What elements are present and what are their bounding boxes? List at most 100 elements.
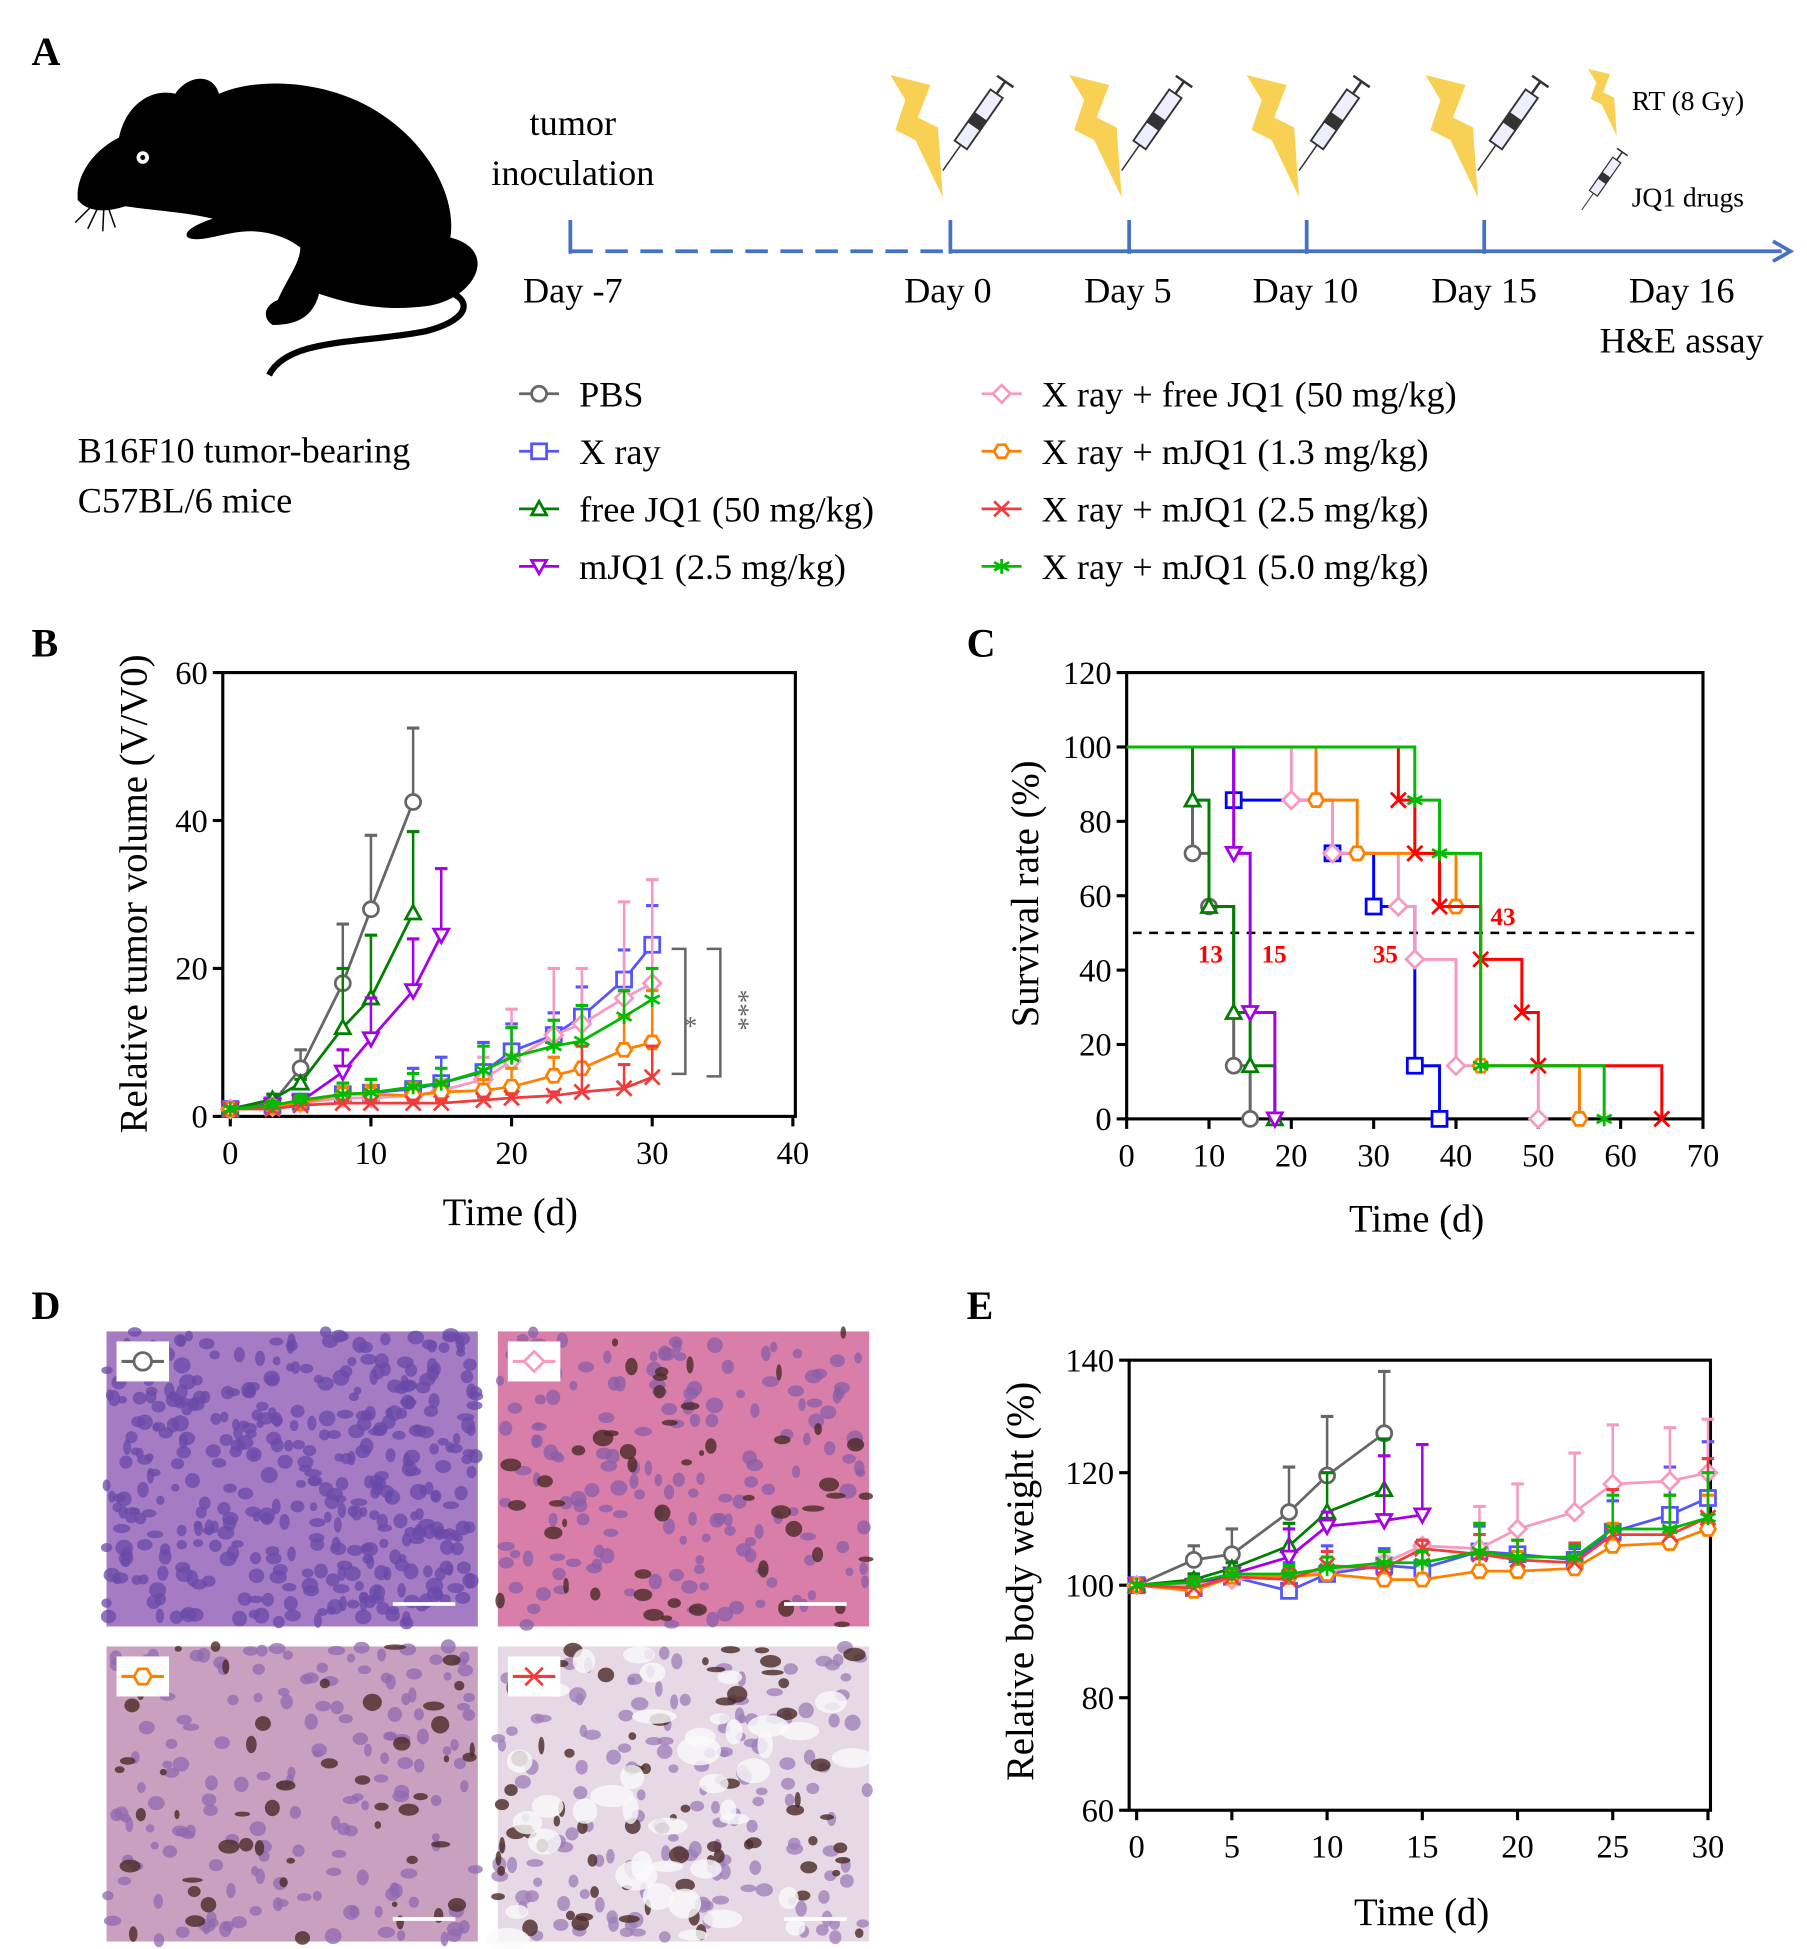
median-label: 13 <box>1198 942 1223 969</box>
cell-nucleus <box>743 1738 761 1748</box>
cell-nucleus <box>363 1743 372 1757</box>
cell-nucleus <box>450 1739 459 1751</box>
cell-nucleus <box>806 1782 820 1794</box>
cell-nucleus <box>219 1551 237 1567</box>
cell-nucleus <box>283 1596 298 1611</box>
cell-nucleus <box>209 1350 220 1360</box>
arrow-head-icon <box>1772 239 1795 263</box>
cell-nucleus <box>136 1539 153 1551</box>
y-tick-label: 120 <box>1065 1456 1114 1492</box>
pigment-deposit <box>825 1492 846 1499</box>
cell-nucleus <box>231 1418 240 1431</box>
cell-nucleus <box>108 1390 121 1407</box>
cell-nucleus <box>377 1524 393 1532</box>
censor-point <box>1430 1110 1449 1128</box>
y-tick-label: 60 <box>1079 879 1112 915</box>
pigment-deposit <box>462 1752 477 1762</box>
cell-nucleus <box>525 1890 539 1903</box>
cell-nucleus <box>295 1479 307 1488</box>
pigment-deposit <box>846 1438 865 1452</box>
cell-nucleus <box>266 1431 282 1446</box>
cell-nucleus <box>659 1931 671 1943</box>
cell-nucleus <box>595 1447 612 1460</box>
cell-nucleus <box>326 1867 342 1877</box>
cell-nucleus <box>461 1454 473 1465</box>
cell-nucleus <box>398 1554 407 1563</box>
cell-nucleus <box>754 1524 764 1539</box>
cell-nucleus <box>290 1404 305 1418</box>
legend-label: X ray + mJQ1 (5.0 mg/kg) <box>1042 547 1429 587</box>
cell-nucleus <box>798 1398 806 1412</box>
cell-nucleus <box>766 1688 783 1697</box>
cell-nucleus <box>750 1403 760 1418</box>
pigment-deposit <box>200 1896 217 1913</box>
cell-nucleus <box>344 1825 358 1837</box>
cell-nucleus <box>718 1863 731 1880</box>
cell-nucleus <box>655 1681 663 1697</box>
cell-nucleus <box>276 1899 289 1907</box>
cell-nucleus <box>256 1644 268 1657</box>
x-tick-label: 40 <box>1440 1138 1473 1174</box>
cell-nucleus <box>205 1444 221 1458</box>
cell-nucleus <box>357 1665 372 1675</box>
cell-nucleus <box>169 1610 183 1624</box>
cell-nucleus <box>286 1342 295 1354</box>
legend-item: free JQ1 (50 mg/kg) <box>519 489 874 529</box>
cell-nucleus <box>153 1933 165 1948</box>
cell-nucleus <box>686 1380 703 1397</box>
triangle-up-marker-icon <box>529 498 549 517</box>
cell-nucleus <box>297 1455 314 1469</box>
censor-point <box>1431 898 1448 915</box>
necrotic-space <box>623 1646 656 1664</box>
cell-nucleus <box>429 1654 443 1665</box>
cell-nucleus <box>413 1708 424 1721</box>
censor-point <box>1224 1056 1243 1075</box>
cell-nucleus <box>198 1496 211 1510</box>
cell-nucleus <box>661 1402 678 1415</box>
cell-nucleus <box>779 1757 796 1770</box>
cell-nucleus <box>171 1825 189 1837</box>
pigment-deposit <box>611 1338 619 1347</box>
pigment-deposit <box>538 1736 545 1755</box>
cell-nucleus <box>467 1864 483 1874</box>
cell-nucleus <box>661 1845 671 1862</box>
cell-nucleus <box>380 1752 389 1765</box>
cell-nucleus <box>241 1422 257 1434</box>
cell-nucleus <box>321 1335 339 1348</box>
cell-nucleus <box>834 1386 845 1400</box>
pigment-deposit <box>628 1732 637 1741</box>
y-tick-label: 140 <box>1065 1343 1114 1379</box>
cell-nucleus <box>424 1481 434 1495</box>
e-xlabel: Time (d) <box>1354 1891 1489 1934</box>
pigment-deposit <box>119 1859 141 1873</box>
cell-nucleus <box>654 1473 663 1487</box>
cell-nucleus <box>334 1494 347 1503</box>
cell-nucleus <box>304 1713 318 1730</box>
cell-nucleus <box>437 1437 449 1446</box>
cell-nucleus <box>549 1451 563 1460</box>
pigment-deposit <box>362 1693 382 1711</box>
cell-nucleus <box>176 1335 187 1347</box>
panel-label-b: B <box>32 620 59 665</box>
key-jq1-label: JQ1 drugs <box>1632 181 1744 212</box>
cell-nucleus <box>845 1567 854 1577</box>
cell-nucleus <box>373 1421 388 1436</box>
cell-nucleus <box>627 1673 643 1685</box>
pigment-deposit <box>597 1667 615 1683</box>
cell-nucleus <box>746 1819 758 1833</box>
pigment-deposit <box>275 1780 296 1791</box>
cell-nucleus <box>507 1402 523 1414</box>
necrotic-space <box>639 1662 666 1683</box>
cell-nucleus <box>430 1794 442 1807</box>
pigment-deposit <box>640 1763 651 1775</box>
cell-nucleus <box>453 1758 466 1770</box>
censor-point <box>1406 792 1423 808</box>
cell-nucleus <box>734 1707 745 1724</box>
pigment-deposit <box>500 1458 522 1472</box>
cell-nucleus <box>136 1782 146 1794</box>
assay-label: H&E assay <box>1600 321 1764 361</box>
cell-nucleus <box>396 1930 406 1942</box>
cell-nucleus <box>755 1599 766 1608</box>
pigment-deposit <box>159 1768 167 1776</box>
pigment-deposit <box>571 1445 586 1456</box>
